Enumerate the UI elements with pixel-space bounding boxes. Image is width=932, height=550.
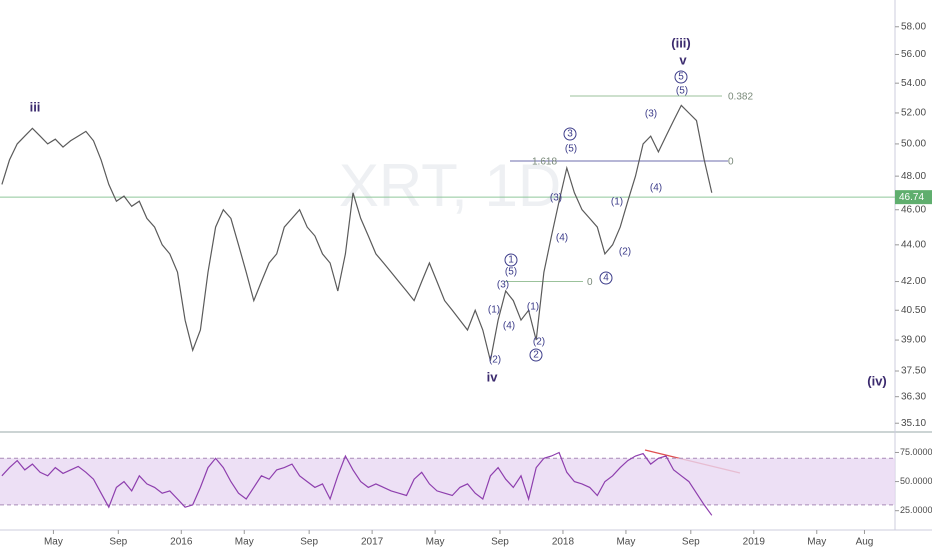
wave-label: (4) — [503, 321, 515, 332]
last-price-box — [895, 190, 932, 205]
wave-label: (2) — [489, 355, 501, 366]
x-tick-label: Sep — [682, 537, 700, 548]
fib-label: 0.382 — [728, 92, 753, 103]
fib-label: 1.618 — [532, 157, 557, 168]
y-tick-label: 40.50 — [901, 305, 926, 316]
rsi-tick-label: 50.0000 — [900, 476, 932, 486]
rsi-band — [0, 458, 895, 505]
wave-label: (iii) — [671, 35, 691, 50]
x-tick-label: May — [44, 537, 63, 548]
wave-circle — [529, 348, 543, 362]
wave-label: (3) — [645, 109, 657, 120]
wave-label: 2 — [533, 350, 539, 361]
y-tick-label: 39.00 — [901, 335, 926, 346]
x-tick-label: 2017 — [361, 537, 384, 548]
x-tick-label: 2019 — [743, 537, 766, 548]
rsi-tick-label: 25.0000 — [900, 505, 932, 515]
y-tick-label: 35.10 — [901, 418, 926, 429]
wave-label: (4) — [650, 183, 662, 194]
y-tick-label: 58.00 — [901, 21, 926, 32]
y-tick-label: 50.00 — [901, 139, 926, 150]
wave-label: iii — [30, 99, 41, 114]
wave-label: (5) — [505, 267, 517, 278]
wave-label: (1) — [488, 305, 500, 316]
x-tick-label: May — [235, 537, 254, 548]
fib-label: 0 — [587, 277, 593, 288]
wave-label: iv — [487, 369, 499, 384]
wave-label: (5) — [676, 86, 688, 97]
wave-label: (5) — [565, 144, 577, 155]
wave-label: (2) — [619, 247, 631, 258]
rsi-tick-label: 75.0000 — [900, 447, 932, 457]
wave-label: (4) — [556, 233, 568, 244]
x-tick-label: Sep — [109, 537, 127, 548]
y-tick-label: 36.30 — [901, 391, 926, 402]
wave-label: (2) — [533, 337, 545, 348]
wave-label: (3) — [550, 193, 562, 204]
x-tick-label: May — [426, 537, 445, 548]
wave-label: 4 — [603, 273, 609, 284]
watermark: XRT, 1D — [339, 152, 561, 219]
wave-label: (1) — [611, 197, 623, 208]
y-tick-label: 37.50 — [901, 366, 926, 377]
wave-circle — [674, 70, 688, 84]
wave-label: (3) — [497, 280, 509, 291]
fib-label: 0 — [728, 157, 734, 168]
x-tick-label: Aug — [856, 537, 874, 548]
rsi-line — [1, 451, 713, 516]
wave-label: 5 — [678, 72, 684, 83]
y-tick-label: 52.00 — [901, 108, 926, 119]
price-line — [1, 104, 713, 361]
wave-circle — [599, 271, 613, 285]
x-tick-label: May — [807, 537, 826, 548]
y-tick-label: 42.00 — [901, 276, 926, 287]
x-tick-label: Sep — [491, 537, 509, 548]
y-tick-label: 56.00 — [901, 49, 926, 60]
y-tick-label: 54.00 — [901, 78, 926, 89]
x-tick-label: May — [616, 537, 635, 548]
wave-label: 1 — [508, 255, 514, 266]
x-tick-label: 2016 — [170, 537, 193, 548]
y-tick-label: 46.00 — [901, 204, 926, 215]
wave-label: (iv) — [867, 373, 887, 388]
y-tick-label: 48.00 — [901, 171, 926, 182]
x-tick-label: Sep — [300, 537, 318, 548]
wave-label: v — [679, 52, 687, 67]
wave-circle — [504, 253, 518, 267]
last-price-label: 46.74 — [899, 192, 924, 203]
x-tick-label: 2018 — [552, 537, 575, 548]
wave-label: (1) — [527, 302, 539, 313]
y-tick-label: 44.00 — [901, 239, 926, 250]
wave-label: 3 — [567, 129, 573, 140]
wave-circle — [563, 127, 577, 141]
